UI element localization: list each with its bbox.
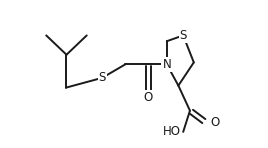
Text: S: S	[98, 71, 106, 84]
Text: HO: HO	[163, 125, 181, 138]
Text: S: S	[180, 29, 187, 42]
Text: N: N	[162, 58, 171, 71]
Text: O: O	[144, 91, 153, 104]
Text: O: O	[210, 116, 219, 129]
